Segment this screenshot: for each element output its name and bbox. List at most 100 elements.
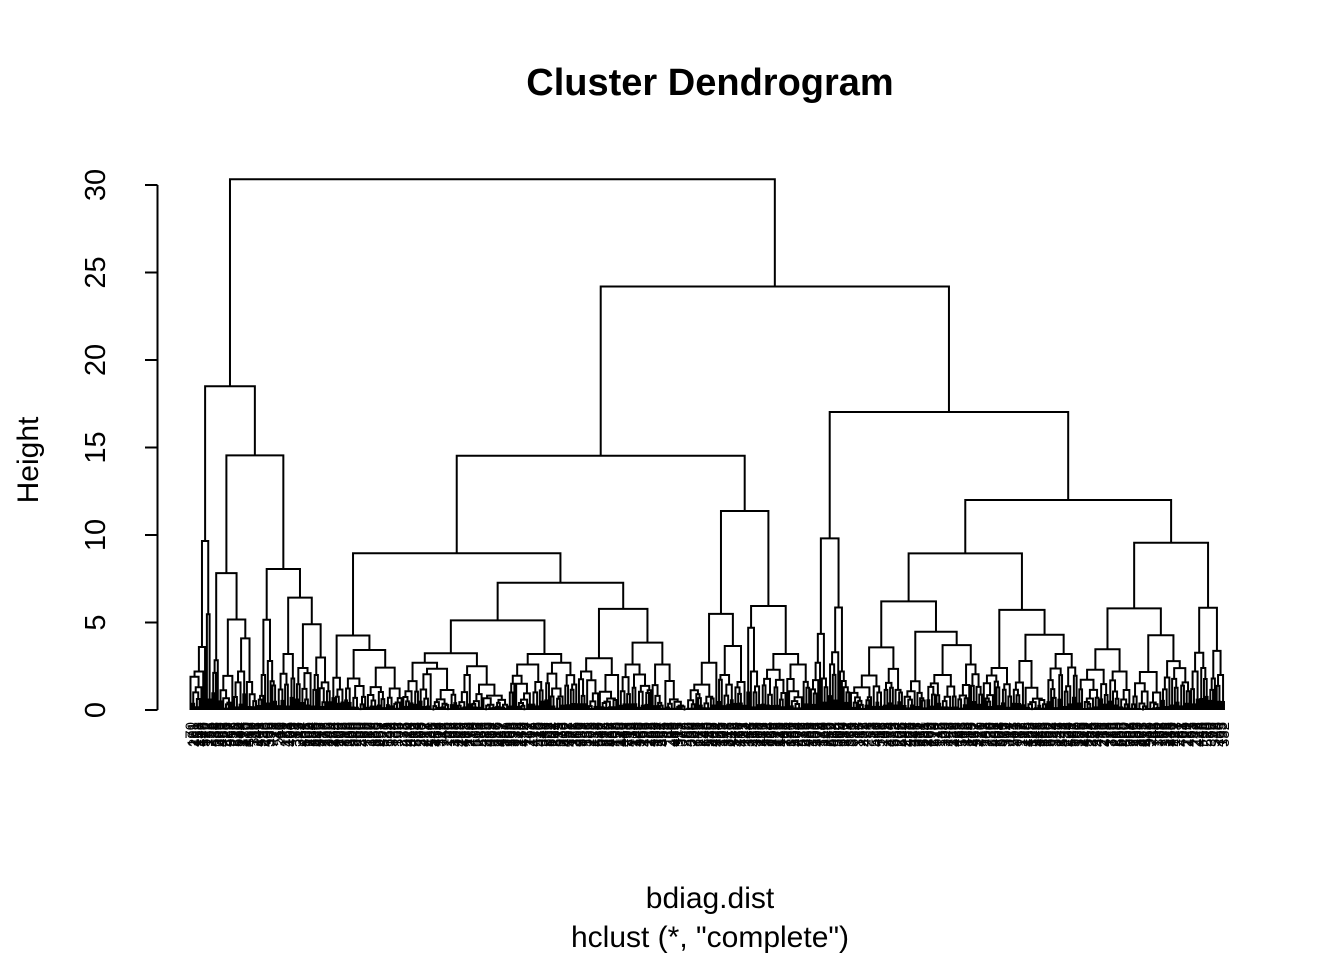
leaf-label: 318	[719, 722, 736, 747]
leaf-label: 46	[257, 722, 274, 739]
leaf-label: 338	[945, 722, 962, 747]
leaf-label: 337	[561, 722, 578, 747]
leaf-label: 73	[264, 722, 281, 739]
leaf-label: 258	[765, 722, 782, 747]
leaf-label: 38	[395, 722, 412, 739]
leaf-label: 493	[1090, 722, 1107, 747]
leaf-label: 31	[1003, 722, 1020, 739]
leaf-label: 86	[983, 722, 1000, 739]
leaf-label: 241	[717, 722, 734, 747]
leaf-label: 406	[259, 722, 276, 747]
leaf-label: 474	[881, 722, 898, 747]
leaf-label: 227	[1170, 722, 1187, 747]
leaf-label: 352	[1118, 722, 1135, 747]
leaf-label: 517	[867, 722, 884, 747]
leaf-label: 257	[372, 722, 389, 747]
leaf-label: 489	[666, 722, 683, 747]
leaf-label: 410	[515, 722, 532, 747]
leaf-label: 344	[548, 722, 565, 747]
leaf-label: 403	[252, 722, 269, 747]
leaf-label: 42	[985, 722, 1002, 739]
leaf-label: 43	[952, 722, 969, 739]
leaf-label: 116	[525, 722, 542, 746]
leaf-label: 75	[1209, 722, 1226, 739]
leaf-label: 322	[1138, 722, 1155, 747]
leaf-label: 140	[628, 722, 645, 747]
leaf-label: 102	[443, 722, 460, 747]
leaf-label: 186	[1156, 722, 1173, 747]
leaf-label: 118	[612, 722, 629, 746]
leaf-label: 357	[1049, 722, 1066, 747]
leaf-label: 386	[754, 722, 771, 747]
leaf-label: 262	[521, 722, 538, 747]
leaf-label: 271	[796, 722, 813, 747]
leaf-label: 276	[317, 722, 334, 747]
leaf-label: 418	[243, 722, 260, 747]
leaf-label: 424	[401, 722, 418, 747]
leaf-label: 184	[961, 722, 978, 747]
leaf-label: 22	[204, 722, 221, 739]
leaf-label: 333	[646, 722, 663, 747]
leaf-label: 421	[1030, 722, 1047, 747]
leaf-label: 480	[237, 722, 254, 747]
leaf-label: 335	[568, 722, 585, 747]
leaf-label: 365	[479, 722, 496, 747]
leaf-label: 430	[1163, 722, 1180, 747]
leaf-label: 389	[308, 722, 325, 747]
y-tick-label: 0	[80, 702, 112, 718]
leaf-label: 336	[908, 722, 925, 747]
leaf-label: 100	[1149, 722, 1166, 747]
leaf-label: 208	[301, 722, 318, 747]
leaf-label: 170	[610, 722, 627, 747]
leaf-label: 342	[292, 722, 309, 747]
leaf-label: 485	[656, 722, 673, 747]
leaf-label: 76	[792, 722, 809, 739]
leaf-label: 109	[648, 722, 665, 747]
leaf-label: 362	[965, 722, 982, 747]
leaf-label: 245	[696, 722, 713, 747]
leaf-label: 535	[797, 722, 814, 747]
leaf-label: 479	[326, 722, 343, 747]
leaf-label: 558	[590, 722, 607, 747]
leaf-label: 432	[557, 722, 574, 747]
leaf-label: 552	[253, 722, 270, 747]
leaf-label: 440	[614, 722, 631, 747]
leaf-label: 439	[883, 722, 900, 747]
leaf-label: 50	[1211, 722, 1228, 739]
leaf-label: 207	[546, 722, 563, 747]
leaf-label: 221	[970, 722, 987, 747]
leaf-label: 177	[732, 722, 749, 747]
leaf-label: 82	[679, 722, 696, 739]
leaf-label: 385	[477, 722, 494, 747]
leaf-label: 171	[690, 722, 707, 747]
leaf-label: 107	[876, 722, 893, 747]
leaf-label: 397	[541, 722, 558, 747]
leaf-label: 141	[250, 722, 267, 747]
leaf-label: 301	[485, 722, 502, 747]
leaf-label: 51	[1172, 722, 1189, 739]
leaf-label: 312	[432, 722, 449, 747]
leaf-label: 8	[657, 722, 674, 730]
leaf-label: 216	[1094, 722, 1111, 747]
leaf-label: 392	[1085, 722, 1102, 747]
leaf-label: 179	[728, 722, 745, 747]
leaf-label: 343	[1089, 722, 1106, 747]
leaf-label: 317	[910, 722, 927, 747]
leaf-label: 235	[203, 722, 220, 747]
leaf-label: 209	[606, 722, 623, 747]
leaf-label: 422	[858, 722, 875, 747]
leaf-label: 380	[632, 722, 649, 747]
leaf-label: 249	[939, 722, 956, 747]
leaf-label: 310	[363, 722, 380, 747]
leaf-label: 117	[752, 722, 769, 746]
leaf-label: 511	[270, 722, 287, 746]
leaf-label: 369	[830, 722, 847, 747]
leaf-label: 158	[190, 722, 207, 747]
leaf-label: 132	[508, 722, 525, 747]
leaf-label: 159	[1038, 722, 1055, 747]
leaf-label: 172	[199, 722, 216, 747]
leaf-label: 415	[455, 722, 472, 747]
leaf-label: 204	[990, 722, 1007, 747]
